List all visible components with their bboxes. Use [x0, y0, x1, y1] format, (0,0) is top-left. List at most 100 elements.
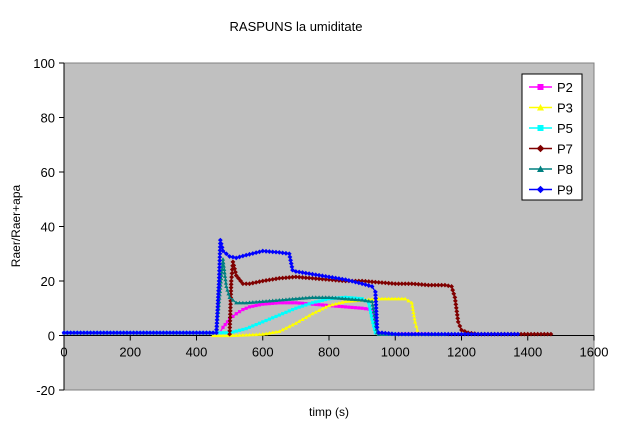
data-point-p3 [383, 296, 388, 301]
data-point-p9 [214, 320, 220, 326]
data-point-p9 [111, 330, 117, 336]
data-point-p2 [317, 303, 321, 307]
data-point-p7 [425, 282, 431, 288]
data-point-p5 [224, 331, 228, 335]
data-point-p5 [251, 324, 255, 328]
data-point-p7 [376, 279, 382, 285]
data-point-p9 [217, 254, 223, 260]
data-point-p7 [445, 283, 451, 289]
data-point-p9 [293, 269, 299, 274]
data-point-p2 [287, 301, 291, 305]
data-point-p9 [379, 330, 385, 336]
data-point-p7 [535, 331, 541, 337]
data-point-p5 [372, 324, 376, 328]
legend-item-p8: P8 [529, 162, 573, 177]
data-point-p2 [357, 306, 361, 310]
data-point-p2 [347, 305, 351, 309]
data-point-p3 [414, 323, 419, 328]
legend-marker-p9 [536, 185, 545, 194]
data-point-p3 [244, 332, 249, 337]
data-point-p7 [316, 276, 322, 282]
data-point-p7 [452, 294, 458, 300]
data-point-p2 [225, 320, 230, 324]
data-point-p9 [151, 330, 156, 336]
data-point-p9 [333, 275, 339, 281]
data-point-p8 [369, 299, 375, 304]
series-p9 [61, 237, 521, 337]
data-point-p9 [287, 254, 293, 260]
data-point-p7 [454, 312, 460, 318]
data-point-p3 [310, 311, 315, 316]
data-point-p7 [392, 281, 398, 287]
data-point-p8 [340, 296, 345, 301]
data-point-p2 [281, 301, 285, 305]
data-point-p8 [222, 270, 227, 275]
data-point-p7 [359, 278, 365, 284]
data-point-p5 [373, 331, 377, 335]
data-point-p9 [373, 305, 379, 311]
data-point-p7 [541, 331, 547, 337]
series-p3 [210, 296, 421, 338]
y-tick-label: 80 [41, 111, 55, 126]
data-point-p5 [290, 308, 295, 312]
data-point-p7 [236, 275, 241, 281]
legend-item-p7: P7 [529, 142, 573, 157]
data-point-p9 [488, 331, 494, 337]
data-point-p9 [215, 301, 221, 307]
data-point-p9 [190, 330, 196, 336]
x-tick-label: 800 [318, 345, 340, 360]
data-point-p7 [450, 287, 456, 293]
data-point-p9 [409, 331, 415, 337]
data-point-p9 [121, 330, 127, 336]
data-point-p7 [266, 277, 272, 283]
data-point-p7 [432, 282, 438, 288]
data-point-p9 [478, 331, 484, 337]
legend-item-p9: P9 [529, 183, 573, 198]
x-tick-label: 1200 [447, 345, 476, 360]
data-point-p9 [214, 323, 220, 329]
data-point-p9 [215, 307, 220, 313]
data-point-p7 [231, 262, 237, 268]
data-point-p9 [313, 272, 319, 278]
data-point-p5 [371, 320, 375, 325]
data-point-p9 [74, 330, 80, 336]
data-point-p9 [215, 294, 221, 300]
data-point-p7 [419, 282, 425, 287]
data-point-p7 [229, 270, 235, 276]
data-point-p7 [303, 275, 309, 281]
y-tick-label: 40 [41, 220, 55, 235]
legend-marker-p8 [537, 165, 544, 172]
data-point-p8 [323, 295, 328, 299]
data-point-p9 [141, 330, 146, 336]
data-point-p7 [369, 279, 375, 285]
data-point-p5 [271, 316, 275, 320]
data-point-p9 [219, 244, 225, 250]
data-point-p9 [319, 273, 325, 279]
legend-item-p5: P5 [529, 121, 573, 136]
data-point-p8 [219, 269, 224, 274]
data-point-p5 [324, 297, 328, 302]
data-point-p3 [240, 332, 245, 337]
data-point-p8 [360, 297, 365, 302]
data-point-p9 [353, 279, 358, 285]
data-point-p9 [356, 280, 362, 286]
data-point-p7 [372, 279, 378, 285]
data-point-p9 [323, 273, 329, 279]
data-point-p9 [207, 330, 213, 336]
data-point-p9 [445, 331, 451, 337]
data-point-p9 [216, 288, 221, 294]
data-point-p7 [229, 267, 235, 272]
data-point-p8 [240, 300, 245, 305]
data-point-p9 [257, 249, 262, 255]
data-point-p9 [386, 331, 392, 336]
data-point-p3 [283, 326, 289, 330]
data-point-p7 [227, 321, 233, 327]
data-point-p9 [422, 331, 428, 337]
data-point-p9 [310, 271, 315, 277]
data-point-p9 [469, 331, 474, 337]
data-point-p7 [283, 275, 289, 281]
data-point-p3 [403, 296, 408, 301]
data-point-p3 [290, 322, 295, 327]
data-point-p7 [416, 281, 421, 287]
axes: 0 200 400 600 800 1000 1200 1400 1600 -20 0 20 40 60 8… [33, 56, 608, 398]
